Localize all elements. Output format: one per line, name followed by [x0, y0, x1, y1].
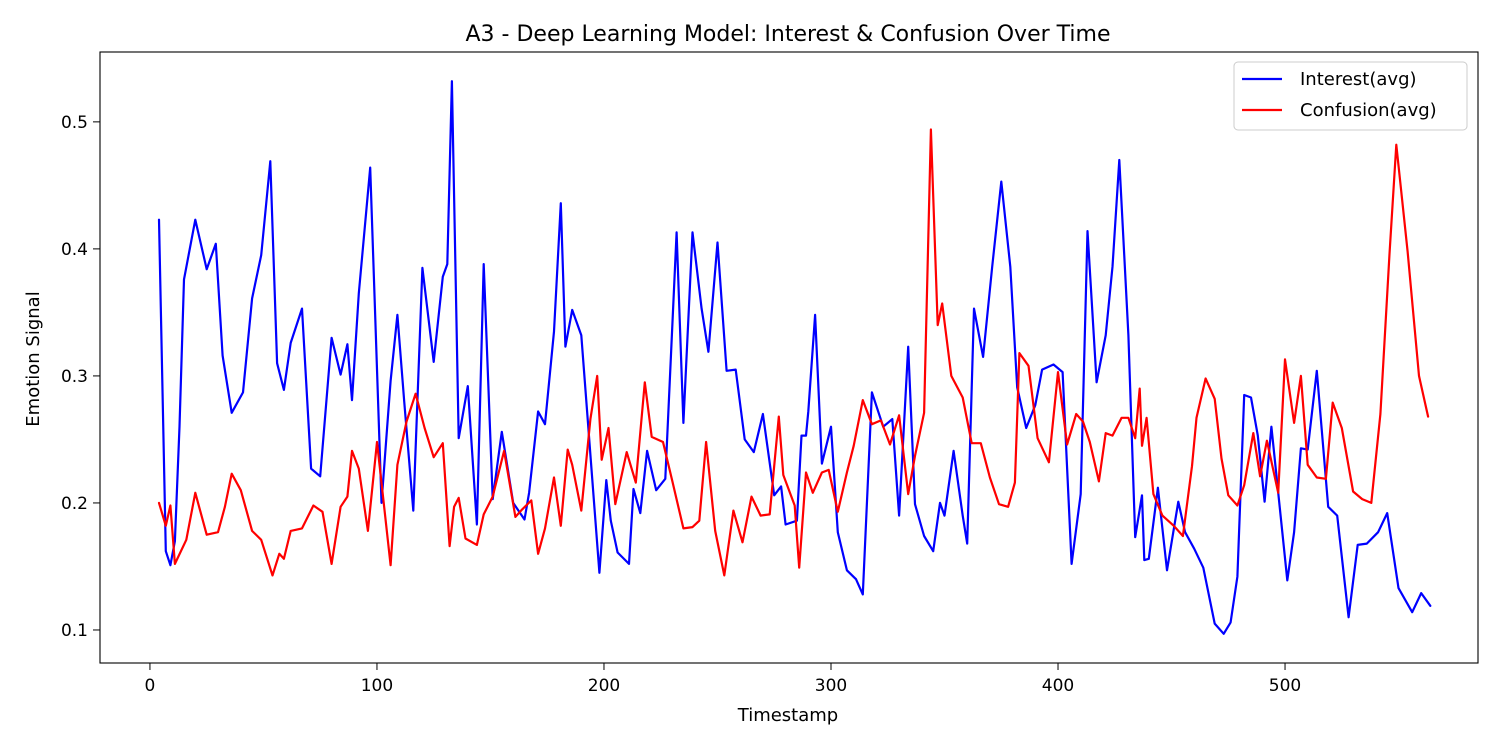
- y-axis-label: Emotion Signal: [23, 291, 44, 426]
- y-tick-label: 0.2: [61, 494, 88, 514]
- legend: Interest(avg) Confusion(avg): [1233, 61, 1468, 131]
- x-tick-label: 400: [1042, 676, 1074, 696]
- legend-label-confusion-avg: Confusion(avg): [1300, 100, 1437, 121]
- x-tick-label: 200: [588, 676, 620, 696]
- y-tick-label: 0.1: [61, 621, 88, 641]
- legend-box: [1233, 61, 1468, 131]
- x-tick-label: 0: [145, 676, 156, 696]
- y-tick-label: 0.5: [61, 113, 88, 133]
- x-tick-label: 300: [815, 676, 847, 696]
- series-line-interest-avg: [157, 80, 1432, 635]
- x-tick-label: 100: [361, 676, 393, 696]
- x-tick-label: 500: [1269, 676, 1301, 696]
- chart-title: A3 - Deep Learning Model: Interest & Con…: [466, 22, 1111, 47]
- series-line-confusion-avg: [157, 128, 1430, 577]
- plot-frame: [99, 51, 1479, 664]
- x-axis-label: Timestamp: [737, 705, 838, 726]
- y-tick-label: 0.3: [61, 367, 88, 387]
- plot-area: [157, 80, 1432, 635]
- legend-label-interest-avg: Interest(avg): [1300, 69, 1417, 90]
- y-tick-label: 0.4: [61, 240, 88, 260]
